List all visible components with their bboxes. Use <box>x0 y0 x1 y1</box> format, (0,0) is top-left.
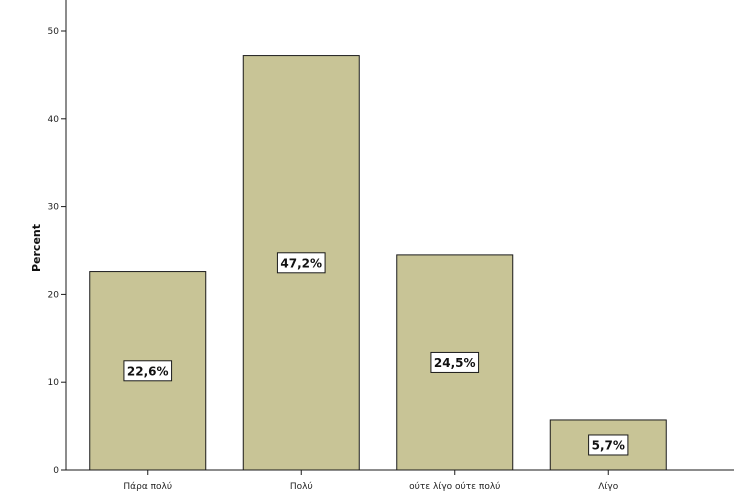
data-label-box <box>430 351 480 373</box>
data-label-text: 5,7% <box>592 438 625 452</box>
data-label: 22,6% <box>123 360 173 382</box>
y-tick-label: 10 <box>48 378 60 388</box>
y-tick-label: 0 <box>53 466 59 476</box>
x-tick-label: ούτε λίγο ούτε πολύ <box>409 481 500 492</box>
data-label-box <box>276 252 326 274</box>
y-tick-label: 50 <box>48 27 60 37</box>
y-axis-title: Percent <box>30 224 43 272</box>
y-tick-label: 40 <box>48 115 60 125</box>
x-tick-label: Πολύ <box>290 481 313 492</box>
y-tick-label: 20 <box>48 290 60 300</box>
data-label-text: 47,2% <box>280 256 322 270</box>
y-tick-label: 30 <box>48 203 60 213</box>
data-label: 24,5% <box>430 351 480 373</box>
data-label-text: 22,6% <box>127 364 169 378</box>
data-label: 47,2% <box>276 252 326 274</box>
data-label: 5,7% <box>588 434 629 456</box>
x-tick-label: Πάρα πολύ <box>123 481 172 492</box>
data-label-text: 24,5% <box>434 356 476 370</box>
data-labels: 22,6% 47,2% 24,5% 5,7% <box>123 252 629 456</box>
data-label-box <box>123 360 173 382</box>
data-label-box <box>588 434 629 456</box>
x-axis-ticks: Πάρα πολύ Πολύ ούτε λίγο ούτε πολύ Λίγο <box>123 470 619 492</box>
x-tick-label: Λίγο <box>598 482 619 492</box>
y-axis-ticks: 0 10 20 30 40 50 <box>48 27 66 476</box>
